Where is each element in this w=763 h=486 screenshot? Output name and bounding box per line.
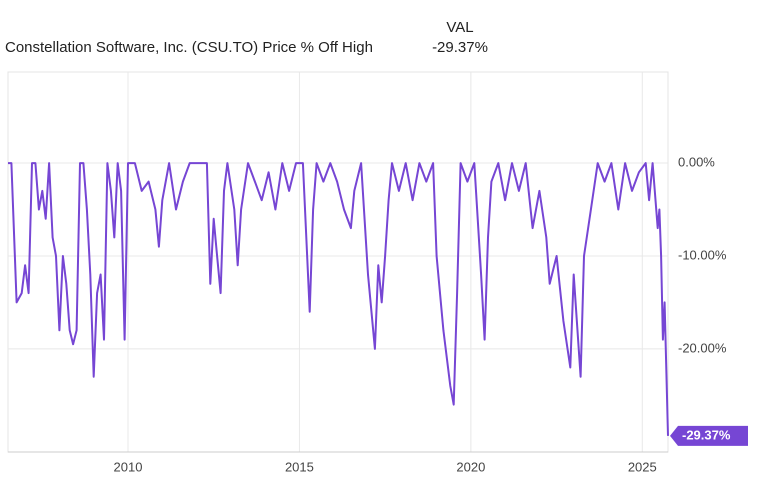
value-tag xyxy=(670,425,748,446)
x-tick-label: 2010 xyxy=(114,459,143,474)
legend-value: -29.37% xyxy=(432,39,488,56)
x-tick-label: 2025 xyxy=(628,459,657,474)
value-label: -29.37% xyxy=(682,427,731,442)
plot-frame xyxy=(7,71,669,453)
legend-header: VAL xyxy=(446,19,473,36)
x-tick-label: 2015 xyxy=(285,459,314,474)
y-tick-label: -10.00% xyxy=(678,247,727,262)
data-line xyxy=(8,162,669,436)
y-tick-label: 0.00% xyxy=(678,154,715,169)
y-tick-label: -20.00% xyxy=(678,340,727,355)
chart-title: Constellation Software, Inc. (CSU.TO) Pr… xyxy=(5,39,373,56)
x-tick-label: 2020 xyxy=(456,459,485,474)
